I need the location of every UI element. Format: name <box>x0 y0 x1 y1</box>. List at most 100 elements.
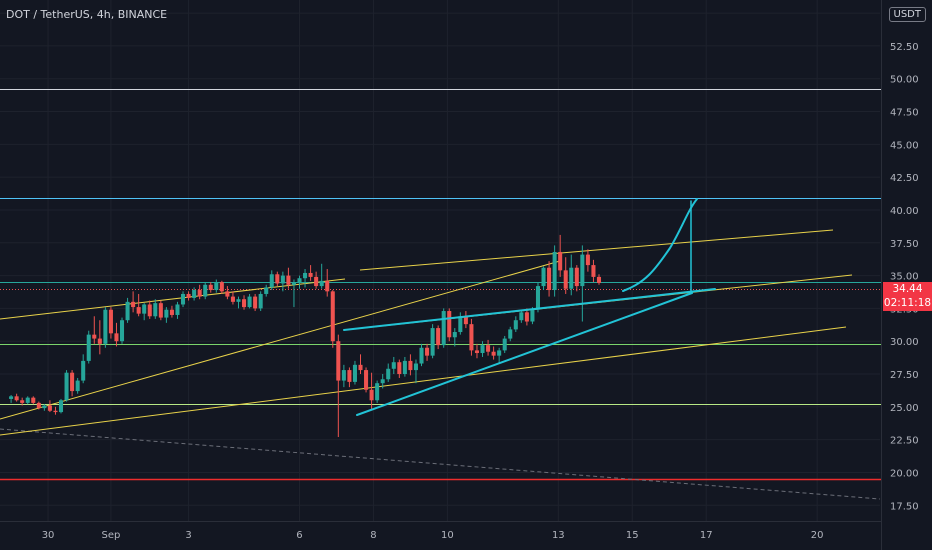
candle <box>491 346 496 360</box>
candle <box>42 404 47 411</box>
grid <box>0 0 880 521</box>
candle <box>469 318 474 356</box>
candle-body <box>303 272 308 279</box>
time-axis[interactable]: 30 Sep 3 6 8 10 13 15 17 20 <box>42 530 824 541</box>
candle-body <box>175 304 180 315</box>
candle <box>574 265 579 292</box>
candle <box>219 280 224 294</box>
candle <box>64 370 69 402</box>
time-tick-label: 6 <box>296 530 302 541</box>
candle <box>147 300 152 319</box>
candle <box>585 249 590 272</box>
price-tick-label: 42.50 <box>890 173 919 184</box>
candle-body <box>9 396 14 399</box>
candle-body <box>513 320 518 330</box>
price-tick-label: 30.00 <box>890 337 919 348</box>
candle-body <box>563 270 568 289</box>
candle <box>380 374 385 389</box>
candle-body <box>596 276 602 283</box>
candle-body <box>269 274 274 288</box>
candle-body <box>474 350 479 354</box>
candle-body <box>247 296 252 308</box>
candle <box>269 270 274 291</box>
candle <box>524 308 529 326</box>
candle-body <box>386 368 391 380</box>
candle-body <box>264 287 269 294</box>
price-tick-label: 22.50 <box>890 436 919 447</box>
time-tick-label: Sep <box>101 530 120 541</box>
candle <box>70 370 75 397</box>
candle-body <box>380 379 385 384</box>
candle-body <box>203 284 208 297</box>
time-tick-label: 20 <box>811 530 824 541</box>
candle <box>258 291 263 312</box>
candle-body <box>47 405 52 411</box>
candle-body <box>158 303 163 318</box>
candle <box>125 297 130 323</box>
candle <box>36 401 41 410</box>
candle-body <box>164 309 169 318</box>
candle <box>436 325 441 350</box>
candle-body <box>336 341 341 381</box>
time-tick-label: 3 <box>185 530 191 541</box>
candle <box>142 303 147 321</box>
candle <box>391 356 396 375</box>
candle <box>330 290 335 348</box>
candle <box>25 396 30 405</box>
current-price-label: 34.44 02:11:18 <box>883 282 932 311</box>
candle <box>569 254 574 296</box>
candle-body <box>225 291 230 297</box>
candle-body <box>169 309 174 315</box>
candle-body <box>142 304 147 314</box>
candle <box>253 293 258 312</box>
candle-body <box>413 363 418 371</box>
drawing-lines <box>343 198 716 416</box>
price-tick-label: 52.50 <box>890 42 919 53</box>
projected-path <box>622 198 698 292</box>
candle-body <box>524 312 529 322</box>
symbol-title: DOT / TetherUS, 4h, BINANCE <box>6 8 168 21</box>
price-tick-label: 40.00 <box>890 206 919 217</box>
candle <box>81 354 86 384</box>
candle <box>386 363 391 382</box>
candle-body <box>291 282 296 285</box>
candle-body <box>20 400 25 403</box>
candle <box>203 282 208 300</box>
price-tick-label: 35.00 <box>890 272 919 283</box>
currency-button[interactable]: USDT <box>888 7 926 22</box>
candle-body <box>497 350 502 356</box>
candle-body <box>181 293 186 305</box>
candle <box>75 377 80 394</box>
candle <box>164 307 169 323</box>
price-tick-label: 20.00 <box>890 468 919 479</box>
candle <box>175 301 180 319</box>
candle-body <box>230 296 235 302</box>
dashed-trendline <box>0 428 881 500</box>
price-tick-label: 17.50 <box>890 501 919 512</box>
candle-body <box>31 397 36 403</box>
candle-body <box>253 296 258 309</box>
candle-body <box>552 251 557 291</box>
candle-body <box>97 338 102 344</box>
candle <box>375 380 380 403</box>
candle <box>275 271 280 287</box>
candle <box>86 330 91 364</box>
bar-countdown: 02:11:18 <box>883 297 932 309</box>
candle <box>247 293 252 309</box>
time-tick-label: 17 <box>700 530 713 541</box>
candle-body <box>364 370 369 390</box>
candle <box>535 282 541 313</box>
candle-body <box>308 272 313 277</box>
candle-body <box>197 290 202 297</box>
candle <box>197 284 202 300</box>
candle-body <box>585 254 590 266</box>
candle <box>558 234 563 277</box>
candle <box>341 364 346 388</box>
candle <box>552 245 557 297</box>
price-tick-label: 27.50 <box>890 370 919 381</box>
candle <box>480 341 485 357</box>
candle-body <box>275 274 280 284</box>
